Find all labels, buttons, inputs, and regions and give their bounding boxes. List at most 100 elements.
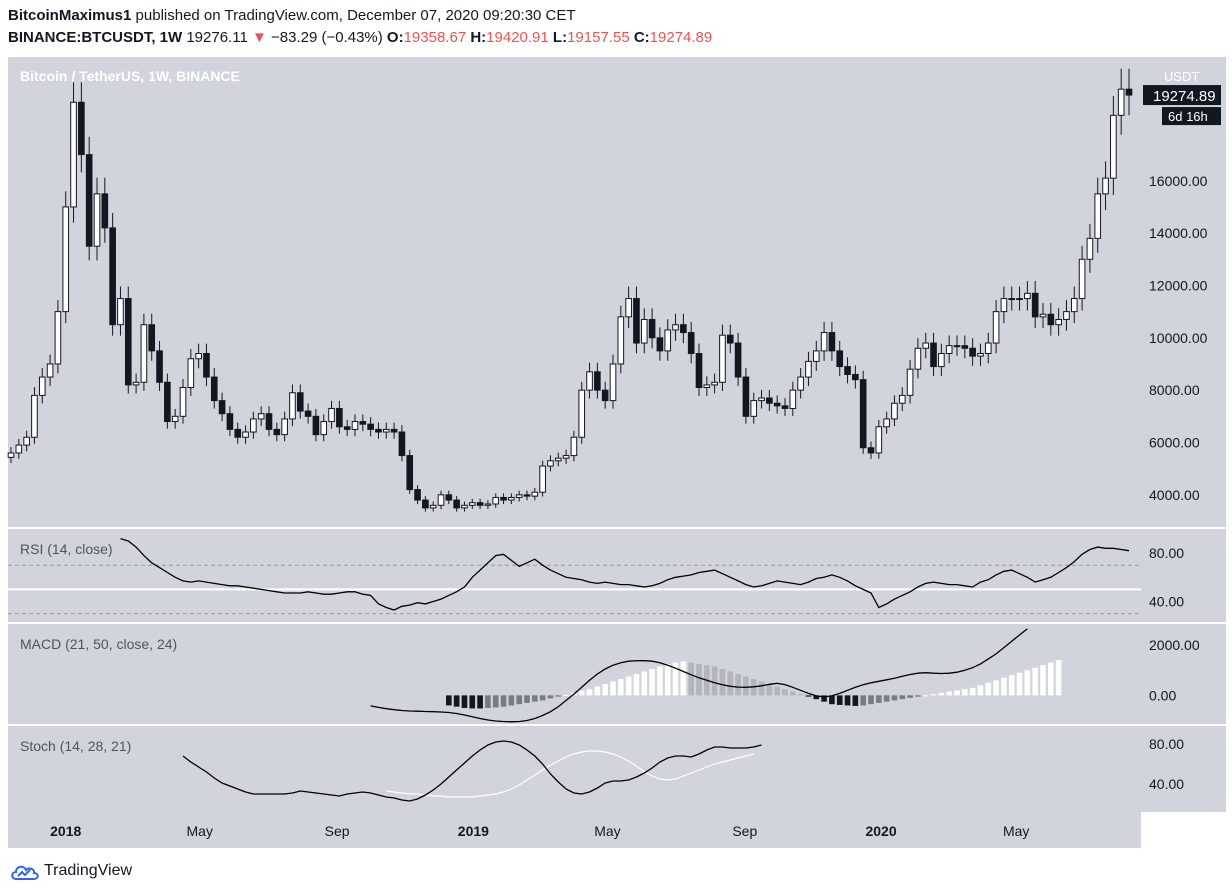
candle-body: [461, 504, 468, 509]
macd-histogram-bar: [758, 681, 765, 696]
candle-body: [1117, 88, 1125, 116]
macd-histogram-bar: [664, 663, 671, 696]
symbol-name: BINANCE:BTCUSDT, 1W: [8, 29, 183, 46]
candle-body: [938, 353, 945, 368]
macd-histogram-bar: [876, 695, 882, 703]
candle-body: [601, 389, 609, 402]
candle-body: [711, 381, 718, 386]
tradingview-logo[interactable]: TradingView: [10, 861, 132, 881]
candle-body: [93, 193, 101, 247]
macd-histogram-bar: [985, 682, 992, 696]
candle: [828, 321, 836, 361]
candle: [203, 343, 210, 386]
candle-body: [781, 405, 789, 409]
candle: [218, 392, 226, 422]
candle-body: [398, 431, 406, 457]
candle: [1039, 302, 1047, 329]
candle-body: [836, 350, 844, 368]
panel-background-2: [8, 624, 1141, 724]
change-value: −83.29 (−0.43%): [271, 29, 383, 46]
candle-body: [953, 345, 961, 348]
macd-histogram-bar: [602, 684, 608, 696]
candle: [672, 313, 679, 341]
candle: [367, 417, 374, 437]
macd-histogram-bar: [657, 666, 663, 696]
candle: [406, 449, 414, 494]
candle: [382, 422, 390, 439]
macd-histogram-bar: [1048, 662, 1054, 696]
candle: [898, 387, 906, 412]
candle: [422, 496, 429, 512]
candle-body: [445, 494, 453, 501]
candle: [1094, 177, 1102, 253]
candle: [265, 406, 273, 437]
candle-body: [1039, 313, 1047, 318]
candle-body: [359, 421, 367, 425]
candle: [594, 362, 601, 399]
macd-histogram-bar: [836, 695, 843, 705]
candle: [1008, 286, 1016, 311]
candle-body: [414, 489, 421, 501]
candle-body: [648, 318, 656, 339]
macd-histogram-bar: [469, 695, 476, 709]
macd-histogram-bar: [860, 695, 866, 706]
candle: [984, 332, 992, 364]
candle: [156, 340, 163, 391]
candle: [124, 286, 132, 394]
candle-body: [296, 392, 304, 412]
macd-histogram-bar: [1024, 670, 1031, 696]
author-name[interactable]: BitcoinMaximus1: [8, 7, 132, 24]
candle-body: [101, 193, 109, 229]
low-value: 19157.55: [567, 29, 630, 46]
down-triangle-icon: ▼: [251, 29, 267, 46]
candle: [891, 395, 898, 427]
candle: [570, 430, 578, 462]
candle: [1055, 308, 1062, 336]
macd-histogram-bar: [993, 680, 999, 696]
macd-histogram-bar: [532, 695, 538, 702]
candle: [938, 343, 945, 376]
candle: [578, 381, 586, 444]
candle: [1000, 286, 1008, 324]
candle: [844, 357, 851, 384]
open-label: O:: [386, 29, 404, 46]
candle: [852, 365, 859, 389]
candle-body: [852, 373, 859, 381]
candle: [640, 308, 648, 354]
candle-body: [930, 342, 937, 368]
candle-body: [750, 400, 758, 417]
macd-histogram-bar: [500, 695, 507, 707]
candle: [328, 400, 335, 429]
candle: [23, 430, 30, 452]
candle: [500, 493, 507, 505]
candle: [1117, 68, 1125, 135]
candle: [273, 422, 281, 442]
stoch-k-line: [182, 740, 762, 802]
candle: [609, 354, 617, 409]
price-tick-label: 12000.00: [1149, 277, 1208, 293]
candle-body: [164, 381, 171, 423]
macd-histogram-bar: [610, 681, 616, 696]
candle-body: [328, 407, 335, 423]
price-axis-unit: USDT: [1164, 69, 1199, 84]
candle: [171, 408, 179, 429]
macd-histogram-bar: [743, 676, 749, 696]
candle: [867, 441, 875, 459]
candle-body: [1008, 298, 1016, 301]
candle: [680, 313, 687, 344]
candle-body: [625, 298, 632, 318]
macd-histogram-bar: [1001, 677, 1007, 696]
tradingview-cloud-icon: [11, 865, 39, 880]
macd-histogram-bar: [446, 695, 452, 706]
macd-histogram-bar: [711, 666, 718, 696]
candle-body: [343, 426, 351, 430]
candle-body: [758, 397, 765, 402]
macd-histogram-bar: [696, 663, 702, 696]
candle-body: [289, 392, 296, 420]
candle: [781, 398, 789, 417]
candle-body: [961, 345, 969, 349]
macd-histogram-bar: [688, 662, 694, 696]
candle: [257, 406, 265, 427]
candle-body: [1031, 292, 1039, 318]
